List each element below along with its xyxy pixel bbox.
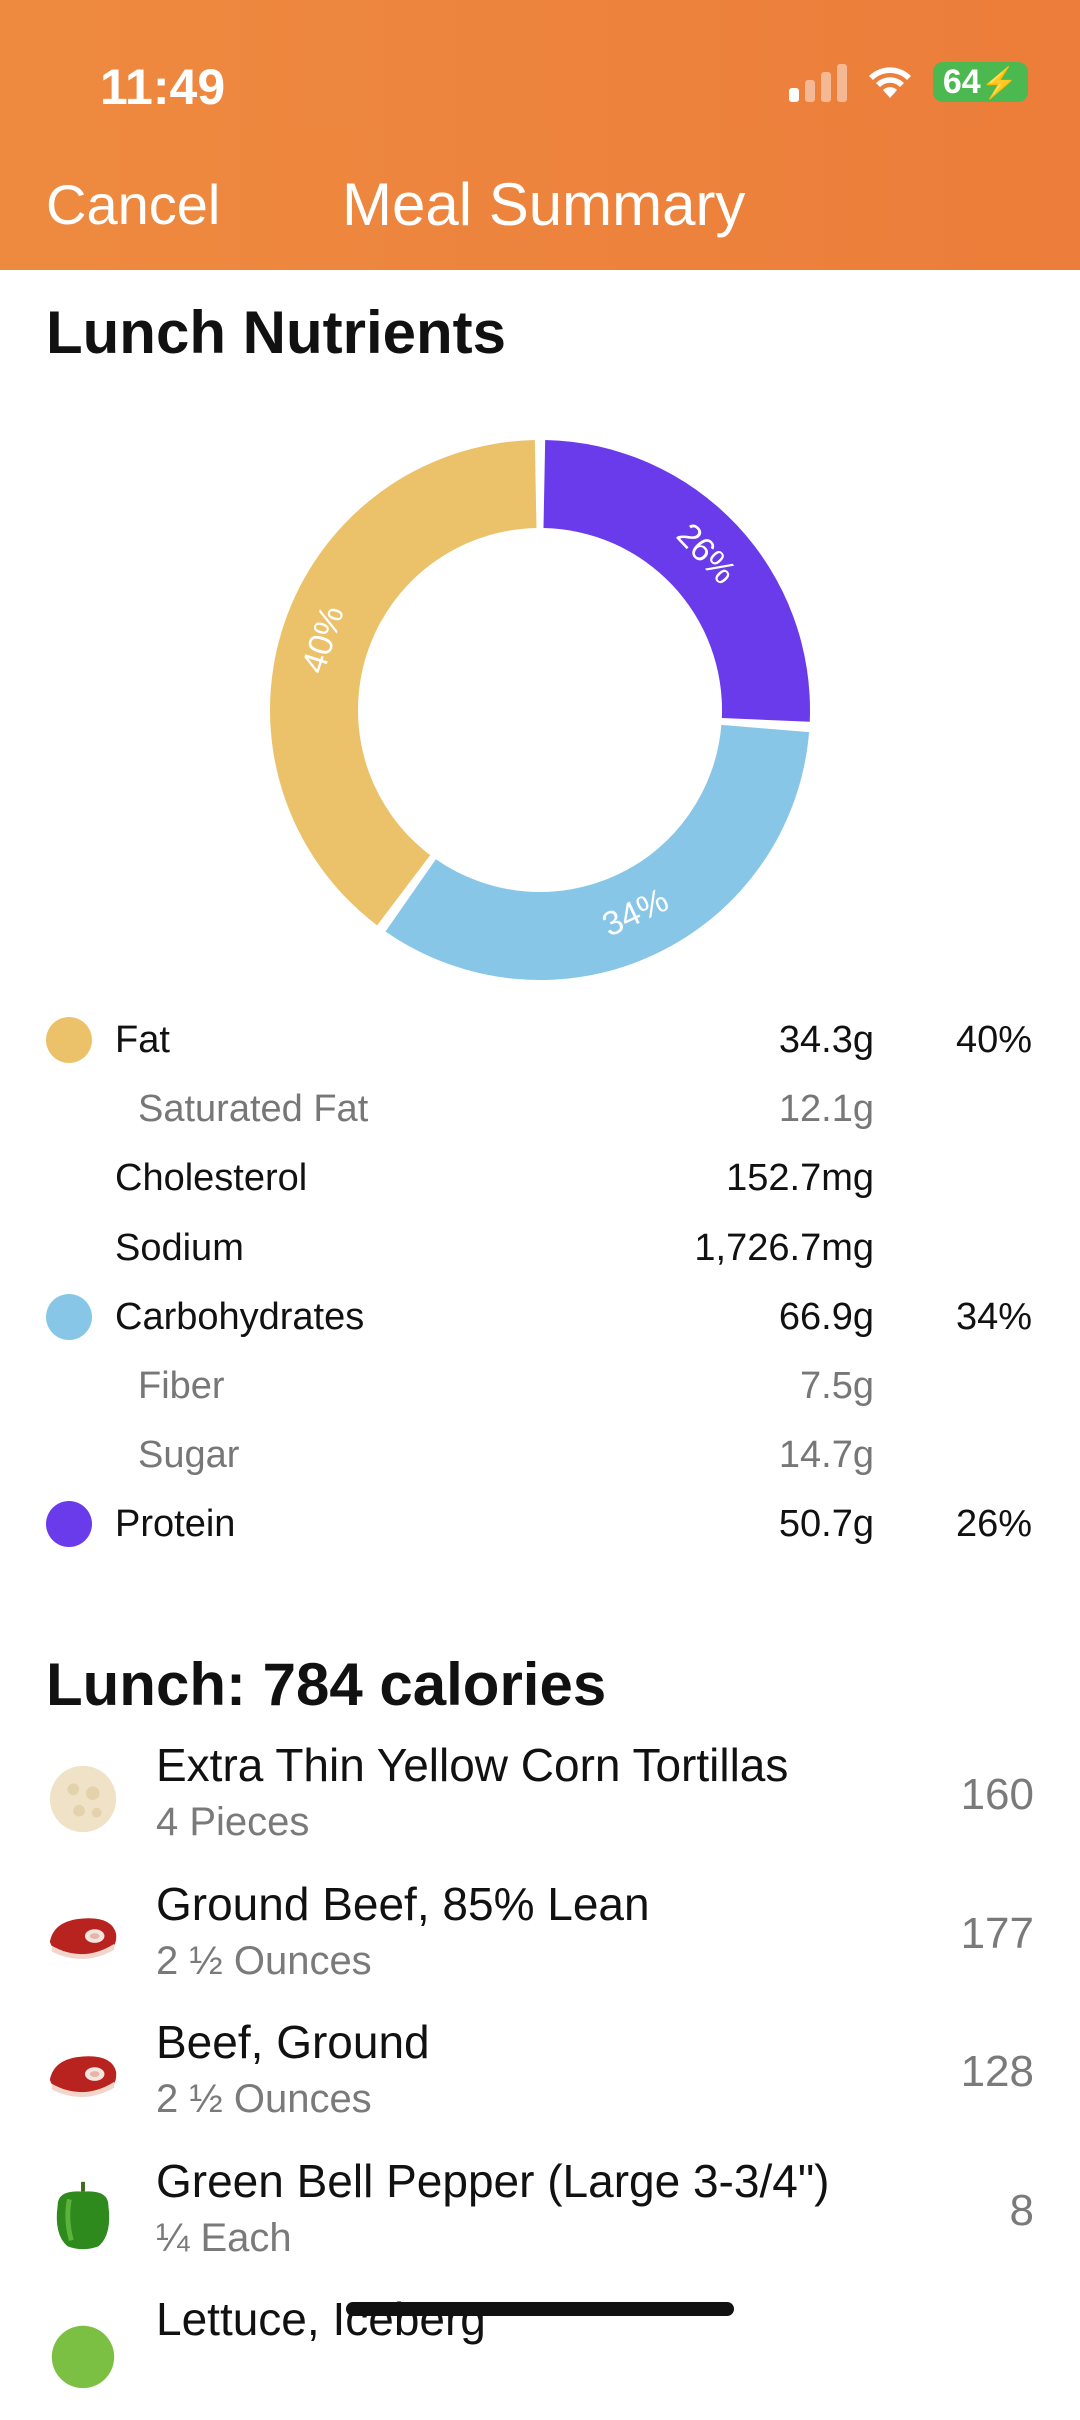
nutrients-heading: Lunch Nutrients [46, 299, 506, 366]
food-quantity: 4 Pieces [156, 1800, 310, 1844]
battery-level: 64 [942, 63, 981, 101]
nutrient-name: Cholesterol [115, 1157, 308, 1200]
nutrient-row: Sodium 1,726.7mg [0, 1213, 1080, 1283]
home-indicator [346, 2302, 734, 2316]
nutrient-name: Sodium [115, 1226, 244, 1269]
food-name: Ground Beef, 85% Lean [156, 1877, 650, 1930]
food-calories: 177 [960, 1908, 1034, 1958]
nutrient-amount: 1,726.7mg [694, 1226, 874, 1269]
food-calories: 8 [1009, 2185, 1034, 2235]
wifi-icon [868, 67, 911, 98]
nutrient-amount: 14.7g [778, 1434, 874, 1477]
nutrient-donut-chart: 26% 34% 40% [260, 430, 820, 990]
nutrient-amount: 152.7mg [726, 1157, 874, 1200]
nutrient-amount: 7.5g [800, 1365, 874, 1407]
food-quantity: 2 ½ Ounces [156, 1938, 372, 1983]
nutrient-amount: 34.3g [778, 1019, 874, 1061]
nutrient-percent: 40% [955, 1019, 1032, 1061]
beef-icon [44, 2037, 122, 2115]
food-calories: 160 [960, 1770, 1034, 1819]
nutrient-name: Protein [115, 1503, 236, 1546]
donut-slice-protein [543, 440, 811, 722]
meal-calories-heading: Lunch: 784 calories [46, 1651, 607, 1718]
nutrient-row: Saturated Fat 12.1g [0, 1074, 1080, 1144]
nutrient-color-dot [46, 1293, 92, 1340]
nutrient-row: Cholesterol 152.7mg [0, 1143, 1080, 1213]
page-title: Meal Summary [342, 171, 746, 238]
nutrient-row: Fat 34.3g 40% [0, 1005, 1080, 1075]
nutrient-name: Saturated Fat [138, 1088, 369, 1131]
food-list-item[interactable]: Ground Beef, 85% Lean 2 ½ Ounces 177 [0, 1867, 1080, 2005]
nutrient-name: Sugar [138, 1434, 240, 1477]
nutrient-color-dot [46, 1017, 92, 1063]
nutrient-amount: 66.9g [778, 1295, 874, 1338]
status-time: 11:49 [100, 59, 226, 115]
food-quantity: 2 ½ Ounces [156, 2077, 372, 2121]
beef-icon [44, 1899, 122, 1977]
tortilla-icon [44, 1760, 122, 1838]
status-icons: 64⚡ [788, 62, 1028, 102]
battery-icon: 64⚡ [932, 62, 1028, 102]
nutrient-percent: 26% [955, 1503, 1032, 1546]
food-list-item[interactable]: Green Bell Pepper (Large 3-3/4") ¼ Each 8 [0, 2144, 1080, 2282]
food-calories: 128 [960, 2047, 1034, 2096]
food-name: Lettuce, Iceberg [156, 2293, 486, 2345]
food-list-item[interactable]: Beef, Ground 2 ½ Ounces 128 [0, 2005, 1080, 2143]
nutrient-row: Protein 50.7g 26% [0, 1489, 1080, 1559]
bell-pepper-icon [44, 2176, 122, 2254]
nutrient-color-dot [46, 1501, 92, 1548]
food-quantity: ¼ Each [156, 2215, 292, 2260]
lettuce-icon [44, 2314, 122, 2392]
cellular-signal-icon [788, 62, 847, 102]
nutrient-percent: 34% [955, 1295, 1032, 1338]
nutrient-row: Sugar 14.7g [0, 1420, 1080, 1490]
nutrient-name: Carbohydrates [115, 1295, 365, 1338]
donut-svg: 26%34%40% [270, 440, 811, 980]
nutrient-row: Fiber 7.5g [0, 1351, 1080, 1421]
nutrient-amount: 50.7g [778, 1503, 874, 1546]
nutrient-name: Fiber [138, 1365, 225, 1407]
nutrient-name: Fat [115, 1019, 170, 1061]
cancel-button[interactable]: Cancel [46, 173, 221, 236]
food-name: Extra Thin Yellow Corn Tortillas [156, 1739, 789, 1791]
food-name: Green Bell Pepper (Large 3-3/4") [156, 2154, 830, 2207]
nutrient-amount: 12.1g [778, 1088, 874, 1131]
food-name: Beef, Ground [156, 2016, 430, 2068]
donut-slice-fat [270, 440, 537, 926]
nutrient-row: Carbohydrates 66.9g 34% [0, 1282, 1080, 1352]
donut-slice-carbohydrates [385, 724, 810, 980]
food-list-item[interactable]: Extra Thin Yellow Corn Tortillas 4 Pieces… [0, 1728, 1080, 1866]
header-bar: 11:49 64⚡ Cancel Meal Summary [0, 0, 1080, 270]
